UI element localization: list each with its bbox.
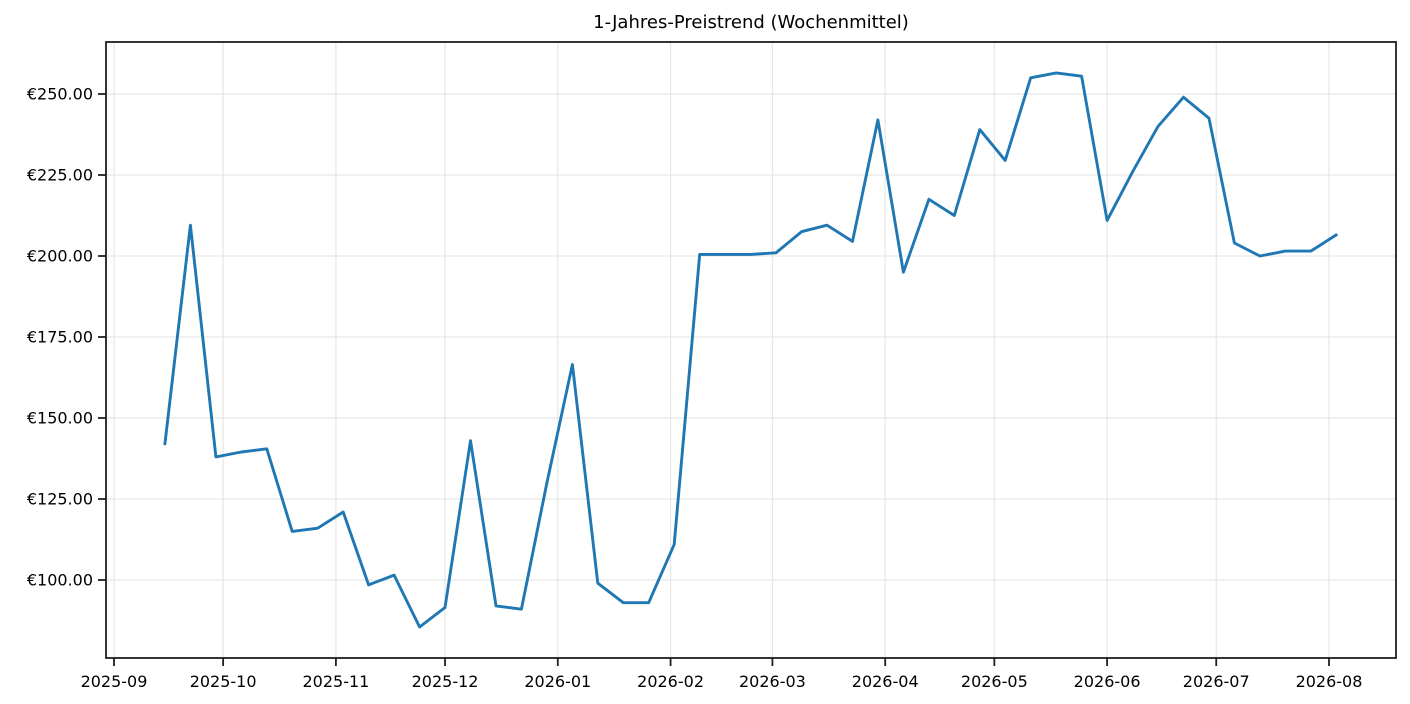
y-tick-label: €250.00 xyxy=(27,85,93,104)
grid-layer xyxy=(106,42,1396,658)
x-tick-label: 2026-08 xyxy=(1296,672,1363,691)
y-tick-label: €200.00 xyxy=(27,247,93,266)
x-tick-label: 2025-11 xyxy=(302,672,369,691)
series-layer xyxy=(163,71,1338,629)
x-tick-label: 2026-03 xyxy=(739,672,806,691)
y-tick-label: €100.00 xyxy=(27,571,93,590)
x-tick-label: 2026-07 xyxy=(1183,672,1250,691)
x-tick-label: 2026-02 xyxy=(637,672,704,691)
x-tick-label: 2025-12 xyxy=(412,672,479,691)
y-tick-label: €150.00 xyxy=(27,409,93,428)
plot-border xyxy=(105,41,1397,659)
x-tick-label: 2026-05 xyxy=(961,672,1028,691)
x-tick-label: 2026-04 xyxy=(852,672,919,691)
x-tick-label: 2025-09 xyxy=(81,672,148,691)
axis-layer: €250.00 €225.00 €200.00 €175.00 €150.00 €125.… xyxy=(27,41,1397,691)
x-tick-label: 2025-10 xyxy=(190,672,257,691)
y-tick-label: €175.00 xyxy=(27,328,93,347)
x-tick-label: 2026-01 xyxy=(524,672,591,691)
price-line xyxy=(163,71,1338,629)
y-tick-label: €225.00 xyxy=(27,166,93,185)
x-tick-label: 2026-06 xyxy=(1074,672,1141,691)
y-tick-label: €125.00 xyxy=(27,490,93,509)
chart-title: 1-Jahres-Preistrend (Wochenmittel) xyxy=(593,12,909,33)
